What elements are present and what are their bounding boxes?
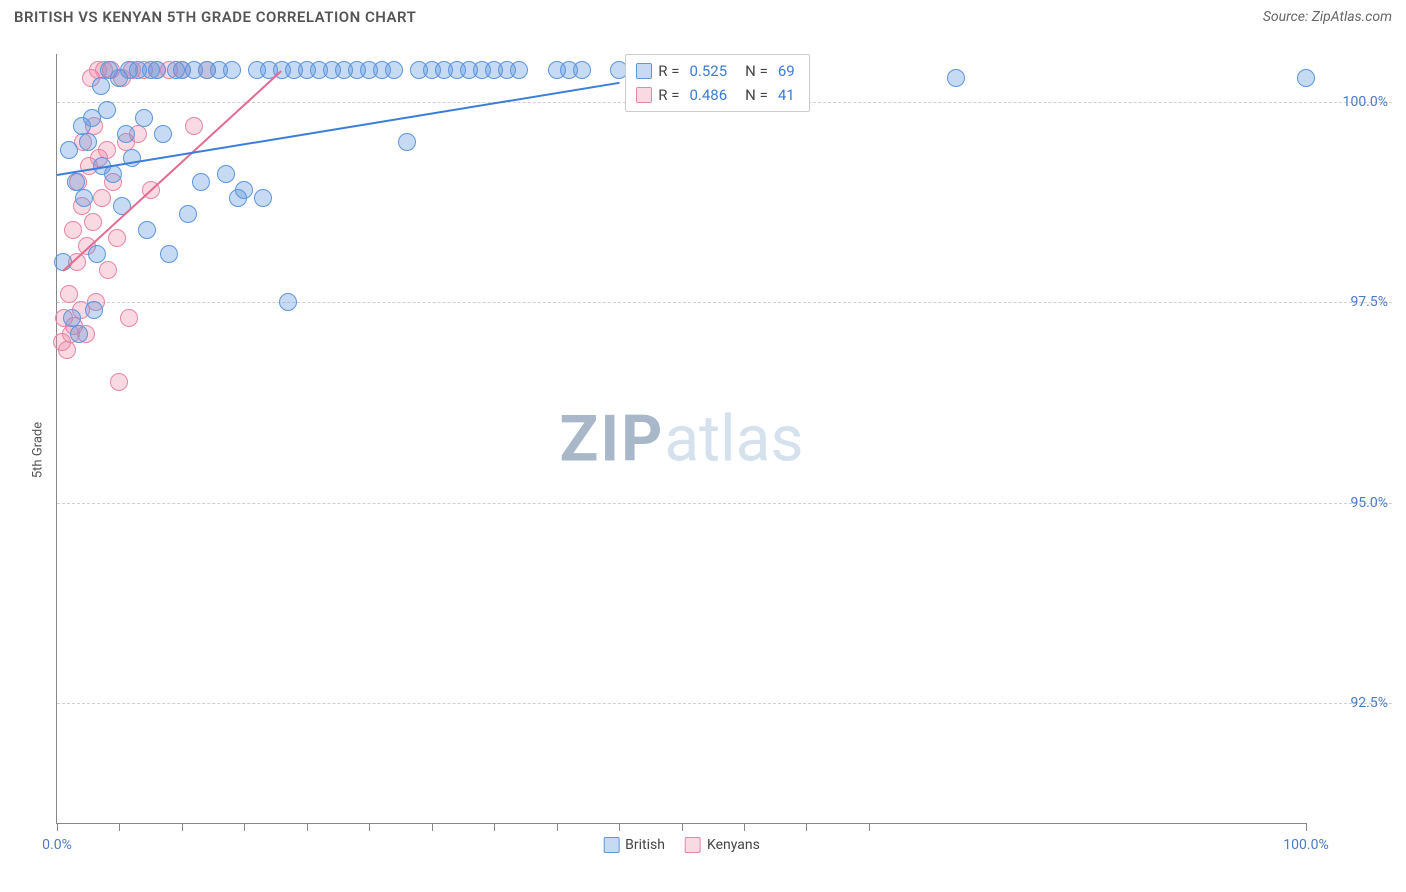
series-legend-label: British — [625, 837, 665, 853]
kenyan-point — [84, 213, 102, 231]
x-tick — [182, 823, 183, 831]
british-point — [92, 77, 110, 95]
x-tick — [744, 823, 745, 831]
watermark: ZIPatlas — [560, 401, 804, 476]
kenyan-point — [110, 373, 128, 391]
legend-swatch — [636, 87, 652, 103]
n-value: 41 — [774, 83, 799, 107]
y-tick-label: 100.0% — [1343, 94, 1388, 110]
british-point — [235, 181, 253, 199]
n-value: 69 — [774, 59, 799, 83]
series-legend-item: British — [603, 837, 665, 853]
british-point — [60, 141, 78, 159]
chart-area: 5th Grade ZIPatlas 100.0%97.5%95.0%92.5%… — [14, 40, 1392, 860]
series-legend: British Kenyans — [603, 837, 760, 853]
y-tick-label: 97.5% — [1350, 294, 1388, 310]
x-tick — [682, 823, 683, 831]
british-point — [160, 245, 178, 263]
source-prefix: Source: — [1263, 9, 1312, 25]
n-label: N = — [745, 59, 768, 83]
r-label: R = — [658, 83, 679, 107]
plot-region: ZIPatlas 100.0%97.5%95.0%92.5%0.0%100.0%… — [56, 54, 1306, 824]
british-point — [104, 165, 122, 183]
x-tick — [494, 823, 495, 831]
british-point — [88, 245, 106, 263]
watermark-bold: ZIP — [560, 401, 665, 476]
x-tick — [1306, 823, 1307, 831]
british-point — [79, 133, 97, 151]
y-tick-label: 95.0% — [1350, 495, 1388, 511]
r-value: 0.486 — [685, 83, 731, 107]
x-tick — [619, 823, 620, 831]
series-legend-label: Kenyans — [707, 837, 760, 853]
x-axis-label: 100.0% — [1283, 837, 1328, 853]
kenyan-point — [60, 285, 78, 303]
kenyan-point — [58, 341, 76, 359]
kenyan-point — [120, 309, 138, 327]
kenyan-point — [93, 189, 111, 207]
british-point — [117, 125, 135, 143]
legend-swatch — [603, 837, 619, 853]
legend-swatch — [636, 63, 652, 79]
kenyan-point — [99, 261, 117, 279]
british-point — [138, 221, 156, 239]
series-legend-item: Kenyans — [685, 837, 760, 853]
x-tick — [244, 823, 245, 831]
kenyan-point — [64, 221, 82, 239]
british-point — [98, 101, 116, 119]
kenyan-point — [108, 229, 126, 247]
kenyan-point — [185, 117, 203, 135]
british-point — [179, 205, 197, 223]
british-point — [217, 165, 235, 183]
x-tick — [307, 823, 308, 831]
british-point — [573, 61, 591, 79]
source-credit: Source: ZipAtlas.com — [1263, 9, 1392, 25]
x-tick — [869, 823, 870, 831]
gridline — [57, 302, 1392, 303]
legend-swatch — [685, 837, 701, 853]
british-point — [154, 125, 172, 143]
british-point — [85, 301, 103, 319]
gridline — [57, 503, 1392, 504]
x-tick — [119, 823, 120, 831]
british-point — [510, 61, 528, 79]
x-tick — [369, 823, 370, 831]
british-point — [135, 109, 153, 127]
x-tick — [557, 823, 558, 831]
x-tick — [806, 823, 807, 831]
stats-legend-row: R = 0.525 N = 69 — [636, 59, 798, 83]
british-point — [279, 293, 297, 311]
y-axis-label: 5th Grade — [31, 422, 46, 478]
british-point — [223, 61, 241, 79]
stats-legend-row: R = 0.486 N = 41 — [636, 83, 798, 107]
n-label: N = — [745, 83, 768, 107]
british-point — [398, 133, 416, 151]
x-tick — [432, 823, 433, 831]
british-point — [70, 325, 88, 343]
chart-title: BRITISH VS KENYAN 5TH GRADE CORRELATION … — [14, 8, 416, 26]
british-point — [75, 189, 93, 207]
source-name: ZipAtlas.com — [1312, 9, 1392, 25]
british-point — [1297, 69, 1315, 87]
gridline — [57, 703, 1392, 704]
x-tick — [57, 823, 58, 831]
x-axis-label: 0.0% — [42, 837, 72, 853]
r-label: R = — [658, 59, 679, 83]
british-point — [947, 69, 965, 87]
stats-legend: R = 0.525 N = 69 R = 0.486 N = 41 — [625, 54, 809, 112]
british-point — [385, 61, 403, 79]
y-tick-label: 92.5% — [1350, 695, 1388, 711]
r-value: 0.525 — [685, 59, 731, 83]
british-point — [192, 173, 210, 191]
watermark-light: atlas — [664, 401, 803, 476]
british-point — [148, 61, 166, 79]
british-point — [254, 189, 272, 207]
